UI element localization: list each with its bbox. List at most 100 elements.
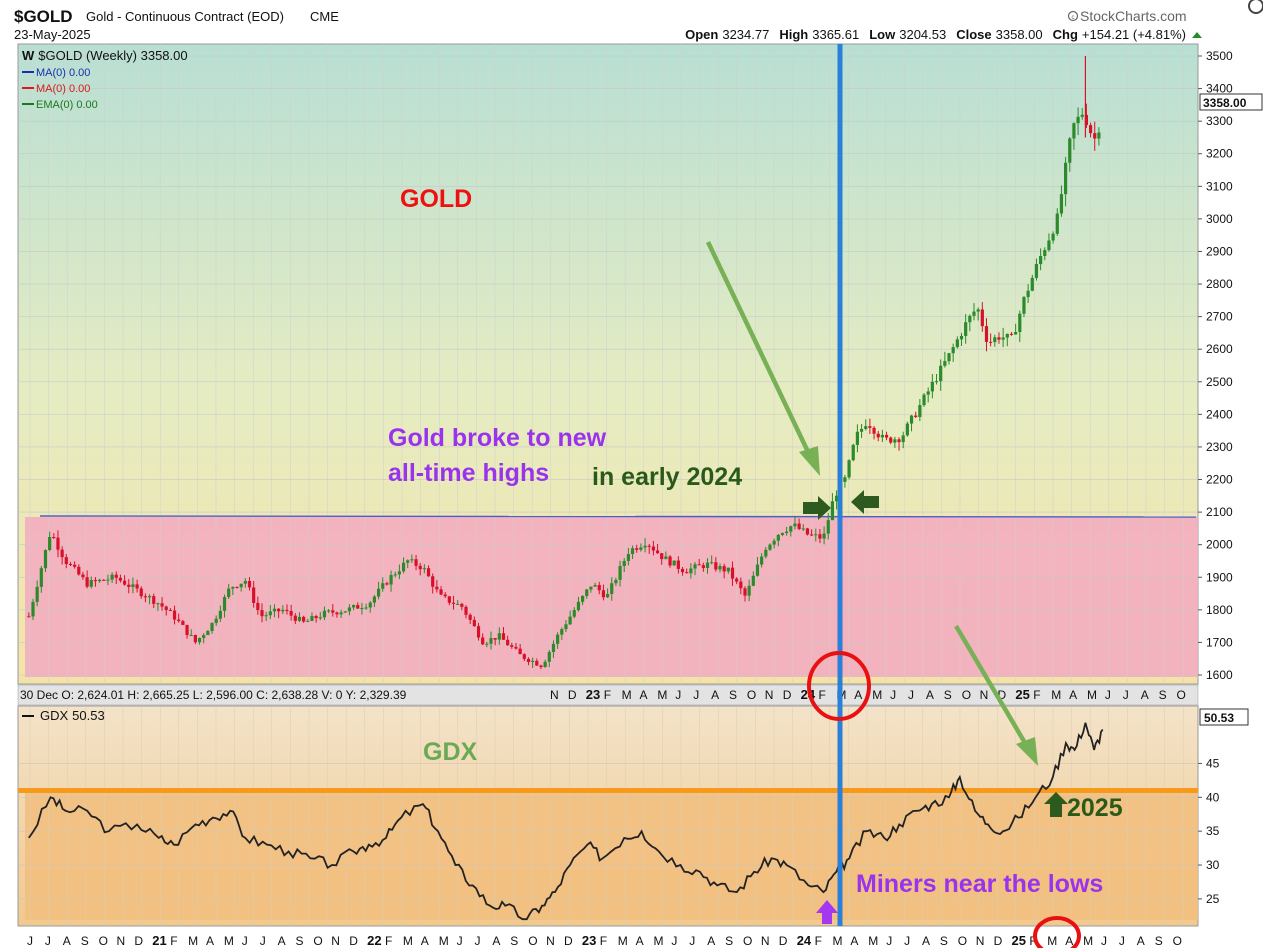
candle-body bbox=[980, 309, 984, 327]
gdx-x-tick-label: M bbox=[618, 934, 628, 948]
hover-ohlc-readout: 30 Dec O: 2,624.01 H: 2,665.25 L: 2,596.… bbox=[20, 688, 407, 702]
candle-body bbox=[685, 572, 689, 574]
gdx-x-tick-label: 25 bbox=[1012, 933, 1026, 948]
gold-x-tick-label: J bbox=[693, 688, 699, 702]
gdx-x-tick-label: J bbox=[1101, 934, 1107, 948]
candle-body bbox=[1080, 114, 1084, 117]
symbol-label: $GOLD bbox=[14, 7, 73, 26]
gdx-price-line bbox=[28, 722, 1104, 921]
green-arrow-icon bbox=[705, 241, 820, 476]
resistance-line bbox=[39, 515, 1197, 518]
candle-body bbox=[864, 426, 868, 429]
candle-body bbox=[522, 654, 526, 659]
candle-body bbox=[976, 309, 980, 312]
candle-body bbox=[347, 607, 352, 612]
gdx-x-tick-label: S bbox=[725, 934, 733, 948]
candle-body bbox=[572, 610, 576, 617]
candle-body bbox=[285, 609, 289, 611]
candle-body bbox=[518, 648, 522, 655]
gdx-panel: 25 30 35 40 45 50.53 GDX 50.53 bbox=[17, 705, 1249, 927]
candle-body bbox=[410, 559, 414, 561]
candle-body bbox=[618, 566, 622, 580]
candle-body bbox=[1055, 213, 1059, 234]
gold-x-tick-label: M bbox=[1087, 688, 1097, 702]
candle-body bbox=[310, 616, 314, 621]
gdx-y-tick-label: 45 bbox=[1206, 756, 1220, 770]
candle-body bbox=[722, 566, 726, 572]
candle-body bbox=[818, 534, 822, 539]
candle-body bbox=[493, 638, 497, 640]
gdx-x-tick-label: M bbox=[868, 934, 878, 948]
candle-body bbox=[1030, 277, 1034, 291]
candle-body bbox=[289, 610, 293, 616]
candle-body bbox=[1088, 125, 1093, 134]
candle-body bbox=[335, 612, 339, 615]
gdx-x-tick-label: O bbox=[99, 934, 108, 948]
candle-body bbox=[497, 633, 501, 640]
gold-y-tick-label: 2500 bbox=[1206, 375, 1233, 389]
candle-body bbox=[464, 606, 468, 615]
candle-body bbox=[264, 615, 268, 617]
candle-body bbox=[747, 585, 751, 596]
candle-body bbox=[660, 553, 664, 560]
candle-body bbox=[343, 611, 347, 613]
gold-x-tick-label: A bbox=[926, 688, 934, 702]
gdx-x-tick-label: O bbox=[743, 934, 752, 948]
candle-body bbox=[1005, 333, 1009, 338]
candle-body bbox=[426, 568, 431, 577]
candle-body bbox=[918, 405, 922, 417]
candle-body bbox=[506, 639, 510, 646]
candle-body bbox=[805, 528, 810, 535]
gold-x-tick-label: M bbox=[622, 688, 632, 702]
candle-body bbox=[1001, 337, 1005, 340]
candle-body bbox=[460, 603, 464, 607]
gold-panel-title: GOLD bbox=[400, 185, 472, 213]
candle-body bbox=[168, 609, 172, 611]
green-arrow-icon-gdx bbox=[954, 624, 1038, 766]
candle-body bbox=[397, 571, 401, 575]
gdx-x-tick-label: A bbox=[707, 934, 715, 948]
candle-body bbox=[984, 326, 989, 342]
gold-y-tick-label: 3400 bbox=[1206, 82, 1233, 96]
candle-body bbox=[1072, 123, 1076, 139]
gdx-x-tick-label: D bbox=[779, 934, 788, 948]
candle-body bbox=[118, 577, 123, 581]
candle-body bbox=[626, 554, 631, 561]
candle-body bbox=[243, 580, 247, 584]
candle-body bbox=[360, 608, 364, 610]
gdx-x-tick-label: A bbox=[278, 934, 286, 948]
candle-body bbox=[418, 565, 422, 570]
annotation-early-2024: in early 2024 bbox=[592, 463, 742, 491]
chart-date: 23-May-2025 bbox=[14, 27, 91, 42]
gdx-x-tick-label: F bbox=[1029, 934, 1036, 948]
gdx-x-tick-label: D bbox=[134, 934, 143, 948]
low-value: 3204.53 bbox=[899, 27, 946, 42]
gdx-x-tick-label: J bbox=[242, 934, 248, 948]
candle-body bbox=[822, 533, 826, 539]
gdx-y-tick-label: 40 bbox=[1206, 790, 1220, 804]
gold-x-tick-label: A bbox=[640, 688, 648, 702]
candle-body bbox=[735, 578, 739, 582]
gdx-x-tick-label: J bbox=[671, 934, 677, 948]
candle-body bbox=[905, 423, 909, 436]
candle-body bbox=[135, 584, 139, 589]
candle-body bbox=[814, 534, 818, 536]
low-label: Low bbox=[869, 27, 896, 42]
candle-body bbox=[593, 584, 597, 587]
candle-body bbox=[152, 596, 156, 604]
candle-body bbox=[256, 602, 260, 611]
settings-icon[interactable] bbox=[1248, 0, 1263, 14]
candle-body bbox=[127, 584, 131, 587]
candle-body bbox=[331, 610, 335, 613]
gdx-x-tick-label: M bbox=[224, 934, 234, 948]
svg-text:c: c bbox=[1072, 15, 1075, 21]
candle-body bbox=[743, 588, 747, 596]
candle-body bbox=[189, 634, 193, 636]
candle-body bbox=[851, 444, 855, 461]
gdx-x-tick-label: M bbox=[654, 934, 664, 948]
gold-y-tick-label: 1600 bbox=[1206, 668, 1233, 682]
candle-body bbox=[893, 439, 897, 443]
gold-x-tick-label: S bbox=[944, 688, 952, 702]
close-label: Close bbox=[956, 27, 991, 42]
